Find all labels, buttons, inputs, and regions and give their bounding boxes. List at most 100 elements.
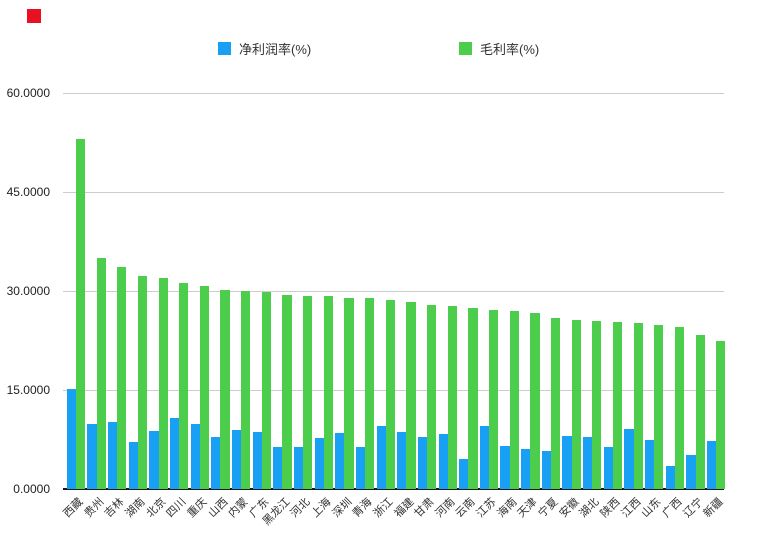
bar-net-margin [665, 465, 675, 489]
bar-gross-margin [199, 286, 210, 489]
bar-net-margin [521, 448, 531, 489]
x-axis-label: 四川 [164, 496, 189, 521]
bar-net-margin [438, 434, 448, 489]
bar-net-margin [541, 451, 551, 489]
bar-gross-margin [261, 292, 271, 489]
bar-gross-margin [427, 304, 437, 489]
x-axis-label: 西藏 [61, 496, 86, 521]
chart-legend: 净利润率(%) 毛利率(%) [0, 40, 773, 58]
bar-net-margin [603, 446, 613, 489]
legend-label-gross-margin: 毛利率(%) [480, 41, 540, 57]
bar-net-margin [293, 447, 304, 489]
bar-gross-margin [303, 295, 313, 489]
x-axis-label: 新疆 [701, 496, 726, 521]
red-marker [27, 9, 41, 23]
bar-net-margin [624, 428, 634, 489]
bar-gross-margin [385, 300, 395, 489]
bar-gross-margin [323, 295, 333, 489]
x-axis-label: 辽宁 [681, 496, 706, 521]
x-axis-label: 山西 [206, 496, 231, 521]
bar-gross-margin [75, 139, 86, 489]
bar-gross-margin [137, 275, 148, 489]
x-axis-label: 福建 [391, 496, 416, 521]
legend-item-gross-margin[interactable]: 毛利率(%) [459, 40, 540, 57]
bar-net-margin [686, 454, 696, 489]
bar-net-margin [149, 430, 159, 489]
bar-gross-margin [550, 318, 561, 489]
x-axis-label: 山东 [639, 496, 664, 521]
bar-gross-margin [468, 308, 478, 489]
bar-gross-margin [489, 310, 499, 489]
bar-net-margin [417, 436, 428, 489]
gross-margin-swatch-icon [459, 41, 472, 55]
bar-gross-margin [716, 341, 726, 489]
y-axis-tick-label: 15.0000 [6, 383, 50, 397]
bar-gross-margin [344, 297, 354, 489]
x-axis-label: 吉林 [102, 496, 127, 521]
bar-net-margin [66, 389, 76, 489]
bar-gross-margin [695, 335, 705, 489]
legend-label-net-margin: 净利润率(%) [239, 41, 312, 57]
bar-gross-margin [406, 302, 416, 489]
x-axis-label: 云南 [453, 496, 478, 521]
bar-net-margin [169, 418, 180, 489]
bar-net-margin [231, 430, 242, 489]
bar-gross-margin [530, 312, 540, 489]
x-axis-label: 广西 [660, 496, 685, 521]
x-axis-label: 江苏 [474, 496, 499, 521]
x-axis-label: 湖北 [577, 496, 602, 521]
bar-net-margin [190, 423, 200, 489]
x-axis-label: 湖南 [123, 496, 148, 521]
bar-net-margin [87, 424, 97, 489]
bar-gross-margin [241, 291, 251, 489]
bar-net-margin [252, 432, 262, 489]
y-axis-tick-label: 60.0000 [6, 86, 50, 100]
bar-gross-margin [179, 283, 189, 489]
bar-net-margin [645, 440, 655, 489]
net-margin-swatch-icon [218, 41, 231, 55]
bar-gross-margin [117, 266, 127, 489]
x-axis-label: 北京 [144, 496, 169, 521]
bar-gross-margin [509, 311, 519, 489]
bar-net-margin [355, 446, 366, 489]
bar-net-margin [273, 447, 283, 489]
bar-net-margin [376, 426, 386, 489]
bar-net-margin [459, 458, 469, 489]
bar-gross-margin [220, 289, 230, 489]
bar-net-margin [128, 442, 138, 489]
x-axis-label: 宁夏 [536, 496, 561, 521]
bar-gross-margin [365, 298, 375, 489]
bar-gross-margin [633, 322, 643, 489]
bar-net-margin [314, 438, 324, 489]
x-axis-label: 浙江 [371, 496, 396, 521]
x-axis-label: 江西 [619, 496, 644, 521]
bar-gross-margin [96, 258, 106, 489]
x-axis-label: 安徽 [557, 496, 582, 521]
y-axis-tick-label: 45.0000 [6, 185, 50, 199]
x-axis-line [63, 488, 724, 490]
legend-item-net-margin[interactable]: 净利润率(%) [218, 40, 312, 57]
x-axis-label: 上海 [309, 496, 334, 521]
x-axis-label: 海南 [495, 496, 520, 521]
x-axis-label: 甘肃 [412, 496, 437, 521]
x-axis-label: 天津 [515, 496, 540, 521]
bar-gross-margin [571, 320, 581, 489]
x-axis-label: 青海 [350, 496, 375, 521]
x-axis-label: 陕西 [598, 496, 623, 521]
bar-net-margin [108, 422, 118, 489]
bar-net-margin [583, 436, 593, 489]
y-axis-tick-label: 0.0000 [13, 482, 50, 496]
bar-gross-margin [592, 320, 602, 489]
bar-net-margin [562, 435, 572, 489]
x-axis-label: 贵州 [82, 496, 107, 521]
bar-gross-margin [612, 322, 623, 489]
bar-gross-margin [158, 278, 168, 489]
bar-gross-margin [447, 306, 457, 489]
y-axis-tick-label: 30.0000 [6, 284, 50, 298]
y-gridline [63, 192, 724, 193]
bar-net-margin [479, 425, 489, 489]
bar-net-margin [335, 432, 345, 489]
bar-net-margin [397, 432, 407, 489]
x-axis-label: 重庆 [185, 496, 210, 521]
